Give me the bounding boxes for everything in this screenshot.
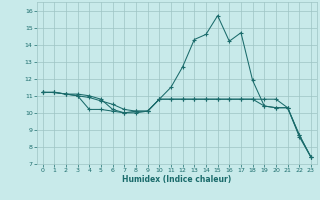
X-axis label: Humidex (Indice chaleur): Humidex (Indice chaleur): [122, 175, 231, 184]
